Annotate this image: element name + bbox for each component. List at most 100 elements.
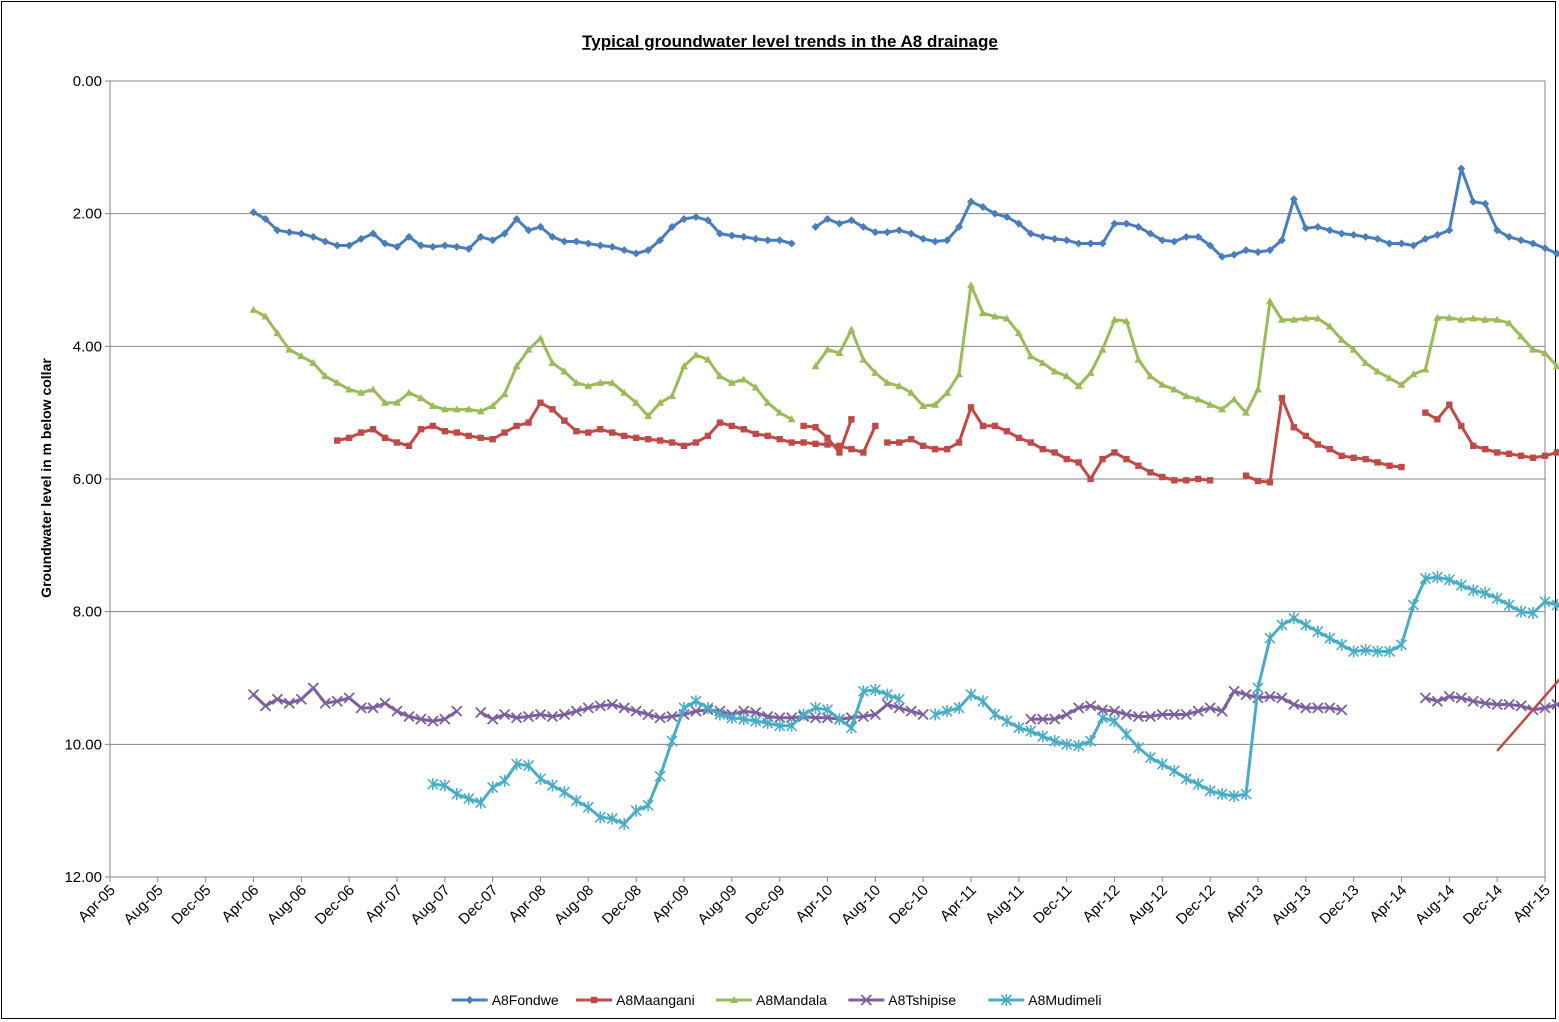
data-point xyxy=(476,232,485,241)
data-point xyxy=(1132,710,1145,723)
data-point xyxy=(990,312,999,320)
data-point xyxy=(570,705,583,717)
data-point xyxy=(1419,572,1431,585)
data-point xyxy=(704,432,712,440)
x-tick-label: Aug-08 xyxy=(551,882,597,928)
y-tick-label: 0.00 xyxy=(73,73,102,90)
data-point xyxy=(259,700,272,712)
data-point xyxy=(1325,226,1334,235)
data-point xyxy=(404,232,413,241)
data-point xyxy=(585,429,592,436)
data-point xyxy=(1470,442,1477,450)
data-point xyxy=(333,378,342,386)
data-point xyxy=(823,214,832,223)
data-point xyxy=(261,312,270,320)
data-point xyxy=(752,430,759,438)
data-point xyxy=(1527,606,1539,619)
data-point xyxy=(427,778,439,791)
y-tick-label: 2.00 xyxy=(73,206,102,223)
data-point xyxy=(967,404,975,411)
data-point xyxy=(1180,772,1192,785)
data-point xyxy=(319,697,331,709)
data-point xyxy=(1098,239,1107,248)
data-point xyxy=(537,399,544,406)
data-point xyxy=(929,708,941,721)
data-point xyxy=(1240,788,1252,801)
y-axis-label: Groundwater level in m below collar xyxy=(38,358,54,598)
data-point xyxy=(857,710,870,723)
data-point xyxy=(943,445,951,453)
data-point xyxy=(812,440,819,448)
data-point xyxy=(488,236,497,245)
data-point xyxy=(1505,232,1514,241)
data-point xyxy=(369,426,377,433)
data-point xyxy=(1182,232,1191,241)
data-point xyxy=(549,406,556,413)
data-point xyxy=(1541,244,1549,253)
data-point xyxy=(1481,199,1490,208)
x-tick-label: Apr-09 xyxy=(649,882,693,926)
data-point xyxy=(836,442,843,450)
data-point xyxy=(1505,319,1514,327)
data-point xyxy=(931,445,939,453)
data-point xyxy=(702,701,714,714)
data-point xyxy=(1098,345,1107,353)
x-tick-label: Apr-15 xyxy=(1510,882,1554,926)
data-point xyxy=(1517,236,1526,245)
data-point xyxy=(776,436,783,443)
data-point xyxy=(381,434,389,442)
data-point xyxy=(991,422,999,430)
data-point xyxy=(1421,365,1430,373)
data-point xyxy=(511,758,523,771)
data-point xyxy=(1228,685,1240,697)
data-point xyxy=(1491,698,1503,711)
data-point xyxy=(1050,367,1059,375)
data-point xyxy=(1242,246,1251,255)
data-point xyxy=(1398,463,1405,471)
data-point xyxy=(1431,571,1443,584)
series-line xyxy=(887,405,1211,482)
data-point xyxy=(1493,226,1502,235)
data-point xyxy=(1194,395,1203,403)
data-point xyxy=(1539,702,1551,714)
data-point xyxy=(656,437,664,444)
data-point xyxy=(1433,230,1442,239)
data-point xyxy=(1170,237,1179,246)
data-point xyxy=(381,398,390,406)
data-point xyxy=(955,439,963,446)
data-point xyxy=(1218,405,1227,413)
x-tick-label: Dec-10 xyxy=(886,882,932,928)
y-tick-label: 10.00 xyxy=(64,736,102,753)
data-point xyxy=(369,385,378,393)
x-tick-label: Aug-09 xyxy=(694,882,740,928)
data-point xyxy=(416,394,425,402)
data-point xyxy=(548,358,557,366)
data-point xyxy=(848,416,855,423)
data-point xyxy=(584,382,593,390)
x-tick-label: Apr-13 xyxy=(1223,882,1267,926)
data-point xyxy=(451,788,463,801)
data-point xyxy=(522,710,535,723)
data-point xyxy=(582,702,594,714)
data-point xyxy=(1027,439,1034,446)
data-point xyxy=(931,400,940,408)
legend-label: A8Maangani xyxy=(616,992,695,1008)
x-tick-label: Dec-08 xyxy=(599,882,645,928)
data-point xyxy=(979,422,987,430)
data-point xyxy=(860,449,867,456)
data-point xyxy=(823,345,832,353)
data-point xyxy=(1467,584,1479,597)
data-point xyxy=(632,398,641,406)
data-point xyxy=(896,439,903,446)
data-point xyxy=(788,439,795,446)
data-point xyxy=(1313,314,1322,322)
data-point xyxy=(1266,479,1274,486)
data-point xyxy=(919,234,928,243)
data-point xyxy=(1361,358,1370,366)
data-point xyxy=(1503,599,1515,612)
data-point xyxy=(800,422,807,430)
series-line xyxy=(252,210,793,255)
data-point xyxy=(835,219,844,228)
data-point xyxy=(331,695,343,707)
